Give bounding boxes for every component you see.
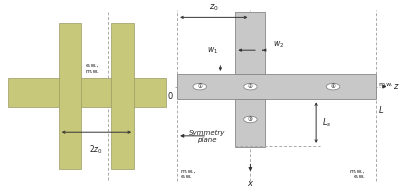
- Text: Symmetry
plane: Symmetry plane: [189, 129, 226, 142]
- Text: ②: ②: [248, 84, 253, 89]
- Circle shape: [244, 83, 257, 90]
- Text: $w_1$: $w_1$: [207, 45, 218, 56]
- Bar: [59, 23, 82, 169]
- Text: $z$: $z$: [393, 82, 400, 91]
- Text: m.w.,
e.w.: m.w., e.w.: [181, 169, 196, 180]
- Bar: [177, 74, 376, 99]
- Circle shape: [244, 116, 257, 123]
- Text: $x$: $x$: [247, 179, 254, 188]
- Text: m.w.: m.w.: [378, 82, 393, 87]
- Text: $w_2$: $w_2$: [273, 40, 284, 50]
- Text: $0$: $0$: [167, 90, 174, 101]
- Circle shape: [193, 83, 206, 90]
- Text: m.w.,
e.w.: m.w., e.w.: [349, 169, 365, 180]
- Text: $2z_0$: $2z_0$: [90, 143, 104, 156]
- Text: ①: ①: [197, 84, 202, 89]
- Text: ③: ③: [248, 117, 253, 122]
- Text: e.w.,
m.w.: e.w., m.w.: [85, 63, 99, 74]
- Bar: [235, 12, 266, 74]
- Bar: [112, 23, 134, 169]
- Text: ④: ④: [330, 84, 336, 89]
- Bar: [8, 78, 166, 107]
- Text: $L_s$: $L_s$: [322, 116, 331, 129]
- Bar: [235, 99, 266, 147]
- Text: $z_0$: $z_0$: [209, 2, 219, 13]
- Text: $L$: $L$: [378, 104, 384, 115]
- Circle shape: [326, 83, 340, 90]
